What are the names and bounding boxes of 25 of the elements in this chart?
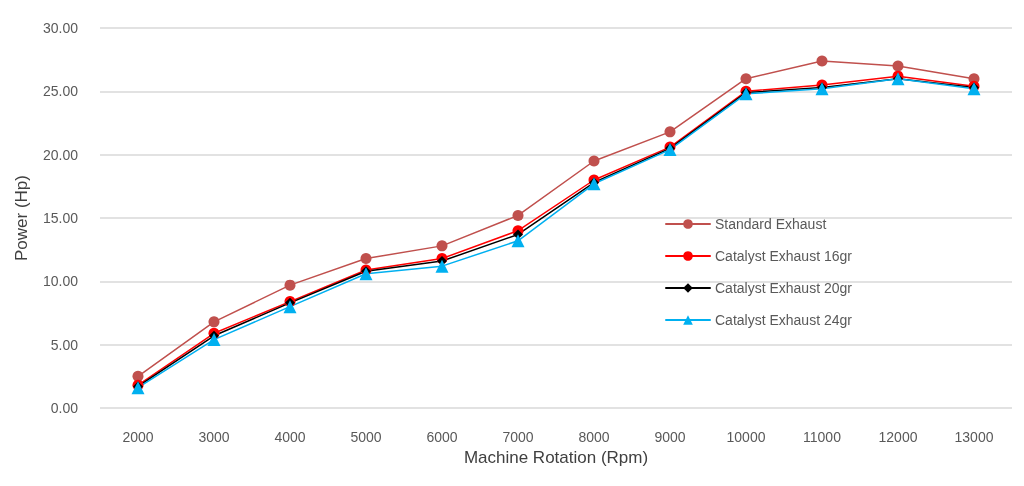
x-tick-label: 5000: [350, 429, 382, 445]
x-tick-label: 6000: [426, 429, 458, 445]
x-tick-label: 13000: [954, 429, 994, 445]
x-tick-label: 2000: [122, 429, 154, 445]
y-tick-label: 25.00: [42, 83, 79, 100]
legend-label: Standard Exhaust: [715, 216, 827, 232]
y-tick-label: 15.00: [42, 210, 79, 226]
x-tick-label: 12000: [878, 429, 918, 445]
y-tick-label: 20.00: [42, 146, 79, 163]
y-tick-label: 30.00: [42, 20, 79, 36]
x-tick-label: 4000: [274, 429, 306, 445]
y-tick-label: 0.00: [50, 400, 79, 416]
y-tick-label: 5.00: [50, 336, 79, 353]
x-tick-label: 3000: [198, 429, 230, 445]
legend-label: Catalyst Exhaust 20gr: [715, 280, 853, 296]
y-axis-title: Power (Hp): [12, 175, 31, 261]
x-tick-label: 7000: [502, 429, 534, 445]
x-tick-label: 10000: [726, 429, 766, 445]
y-tick-label: 10.00: [42, 273, 79, 290]
x-tick-label: 8000: [578, 429, 610, 445]
x-axis-title: Machine Rotation (Rpm): [463, 447, 649, 467]
legend-label: Catalyst Exhaust 24gr: [715, 312, 853, 328]
x-tick-label: 11000: [803, 429, 842, 445]
x-tick-label: 9000: [654, 429, 686, 445]
legend-label: Catalyst Exhaust 16gr: [715, 248, 853, 264]
